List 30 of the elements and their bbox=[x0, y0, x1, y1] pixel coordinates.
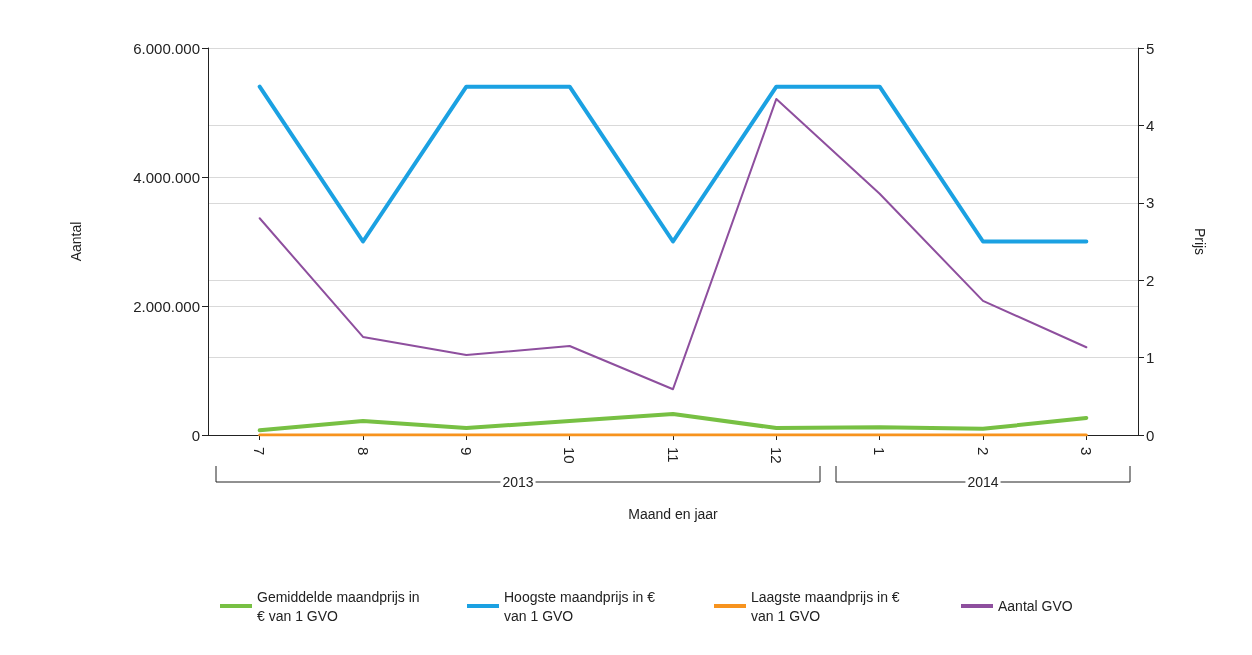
y-tick-label: 2.000.000 bbox=[133, 297, 200, 315]
legend-label: Laagste maandprijs in € van 1 GVO bbox=[751, 588, 904, 624]
x-tick-label: 8 bbox=[354, 447, 372, 456]
y2-tick-label: 2 bbox=[1146, 271, 1155, 289]
y2-tick-label: 1 bbox=[1146, 349, 1155, 367]
y-tick-label: 0 bbox=[191, 426, 200, 444]
line-series bbox=[258, 97, 1088, 391]
y2-tick-label: 4 bbox=[1146, 116, 1155, 134]
x-tick-label: 9 bbox=[457, 447, 475, 456]
x-tick-label: 2 bbox=[974, 447, 992, 456]
legend-label: Gemiddelde maandprijs in € van 1 GVO bbox=[257, 588, 424, 624]
legend-label: Hoogste maandprijs in € van 1 GVO bbox=[504, 588, 659, 624]
text: 2014 bbox=[967, 474, 999, 490]
y-tick-label: 4.000.000 bbox=[133, 168, 200, 186]
line-series bbox=[257, 412, 1089, 433]
x-tick-label: 12 bbox=[767, 447, 785, 464]
x-tick-label: 10 bbox=[561, 447, 579, 464]
y-tick-label: 6.000.000 bbox=[133, 39, 200, 57]
y2-tick-label: 0 bbox=[1146, 426, 1155, 444]
y2-axis-title: Prijs bbox=[1192, 227, 1208, 256]
y2-tick-label: 3 bbox=[1146, 194, 1155, 212]
text: 2013 bbox=[502, 474, 534, 490]
x-tick-label: 3 bbox=[1077, 447, 1095, 456]
y-axis-title: Aantal bbox=[68, 221, 84, 262]
y2-tick-label: 5 bbox=[1146, 39, 1155, 57]
x-tick-label: 11 bbox=[664, 447, 682, 463]
legend-label: Aantal GVO bbox=[998, 598, 1073, 614]
x-tick-label: 1 bbox=[871, 447, 889, 456]
x-tick-label: 7 bbox=[251, 447, 269, 456]
x-axis-title: Maand en jaar bbox=[628, 506, 719, 522]
